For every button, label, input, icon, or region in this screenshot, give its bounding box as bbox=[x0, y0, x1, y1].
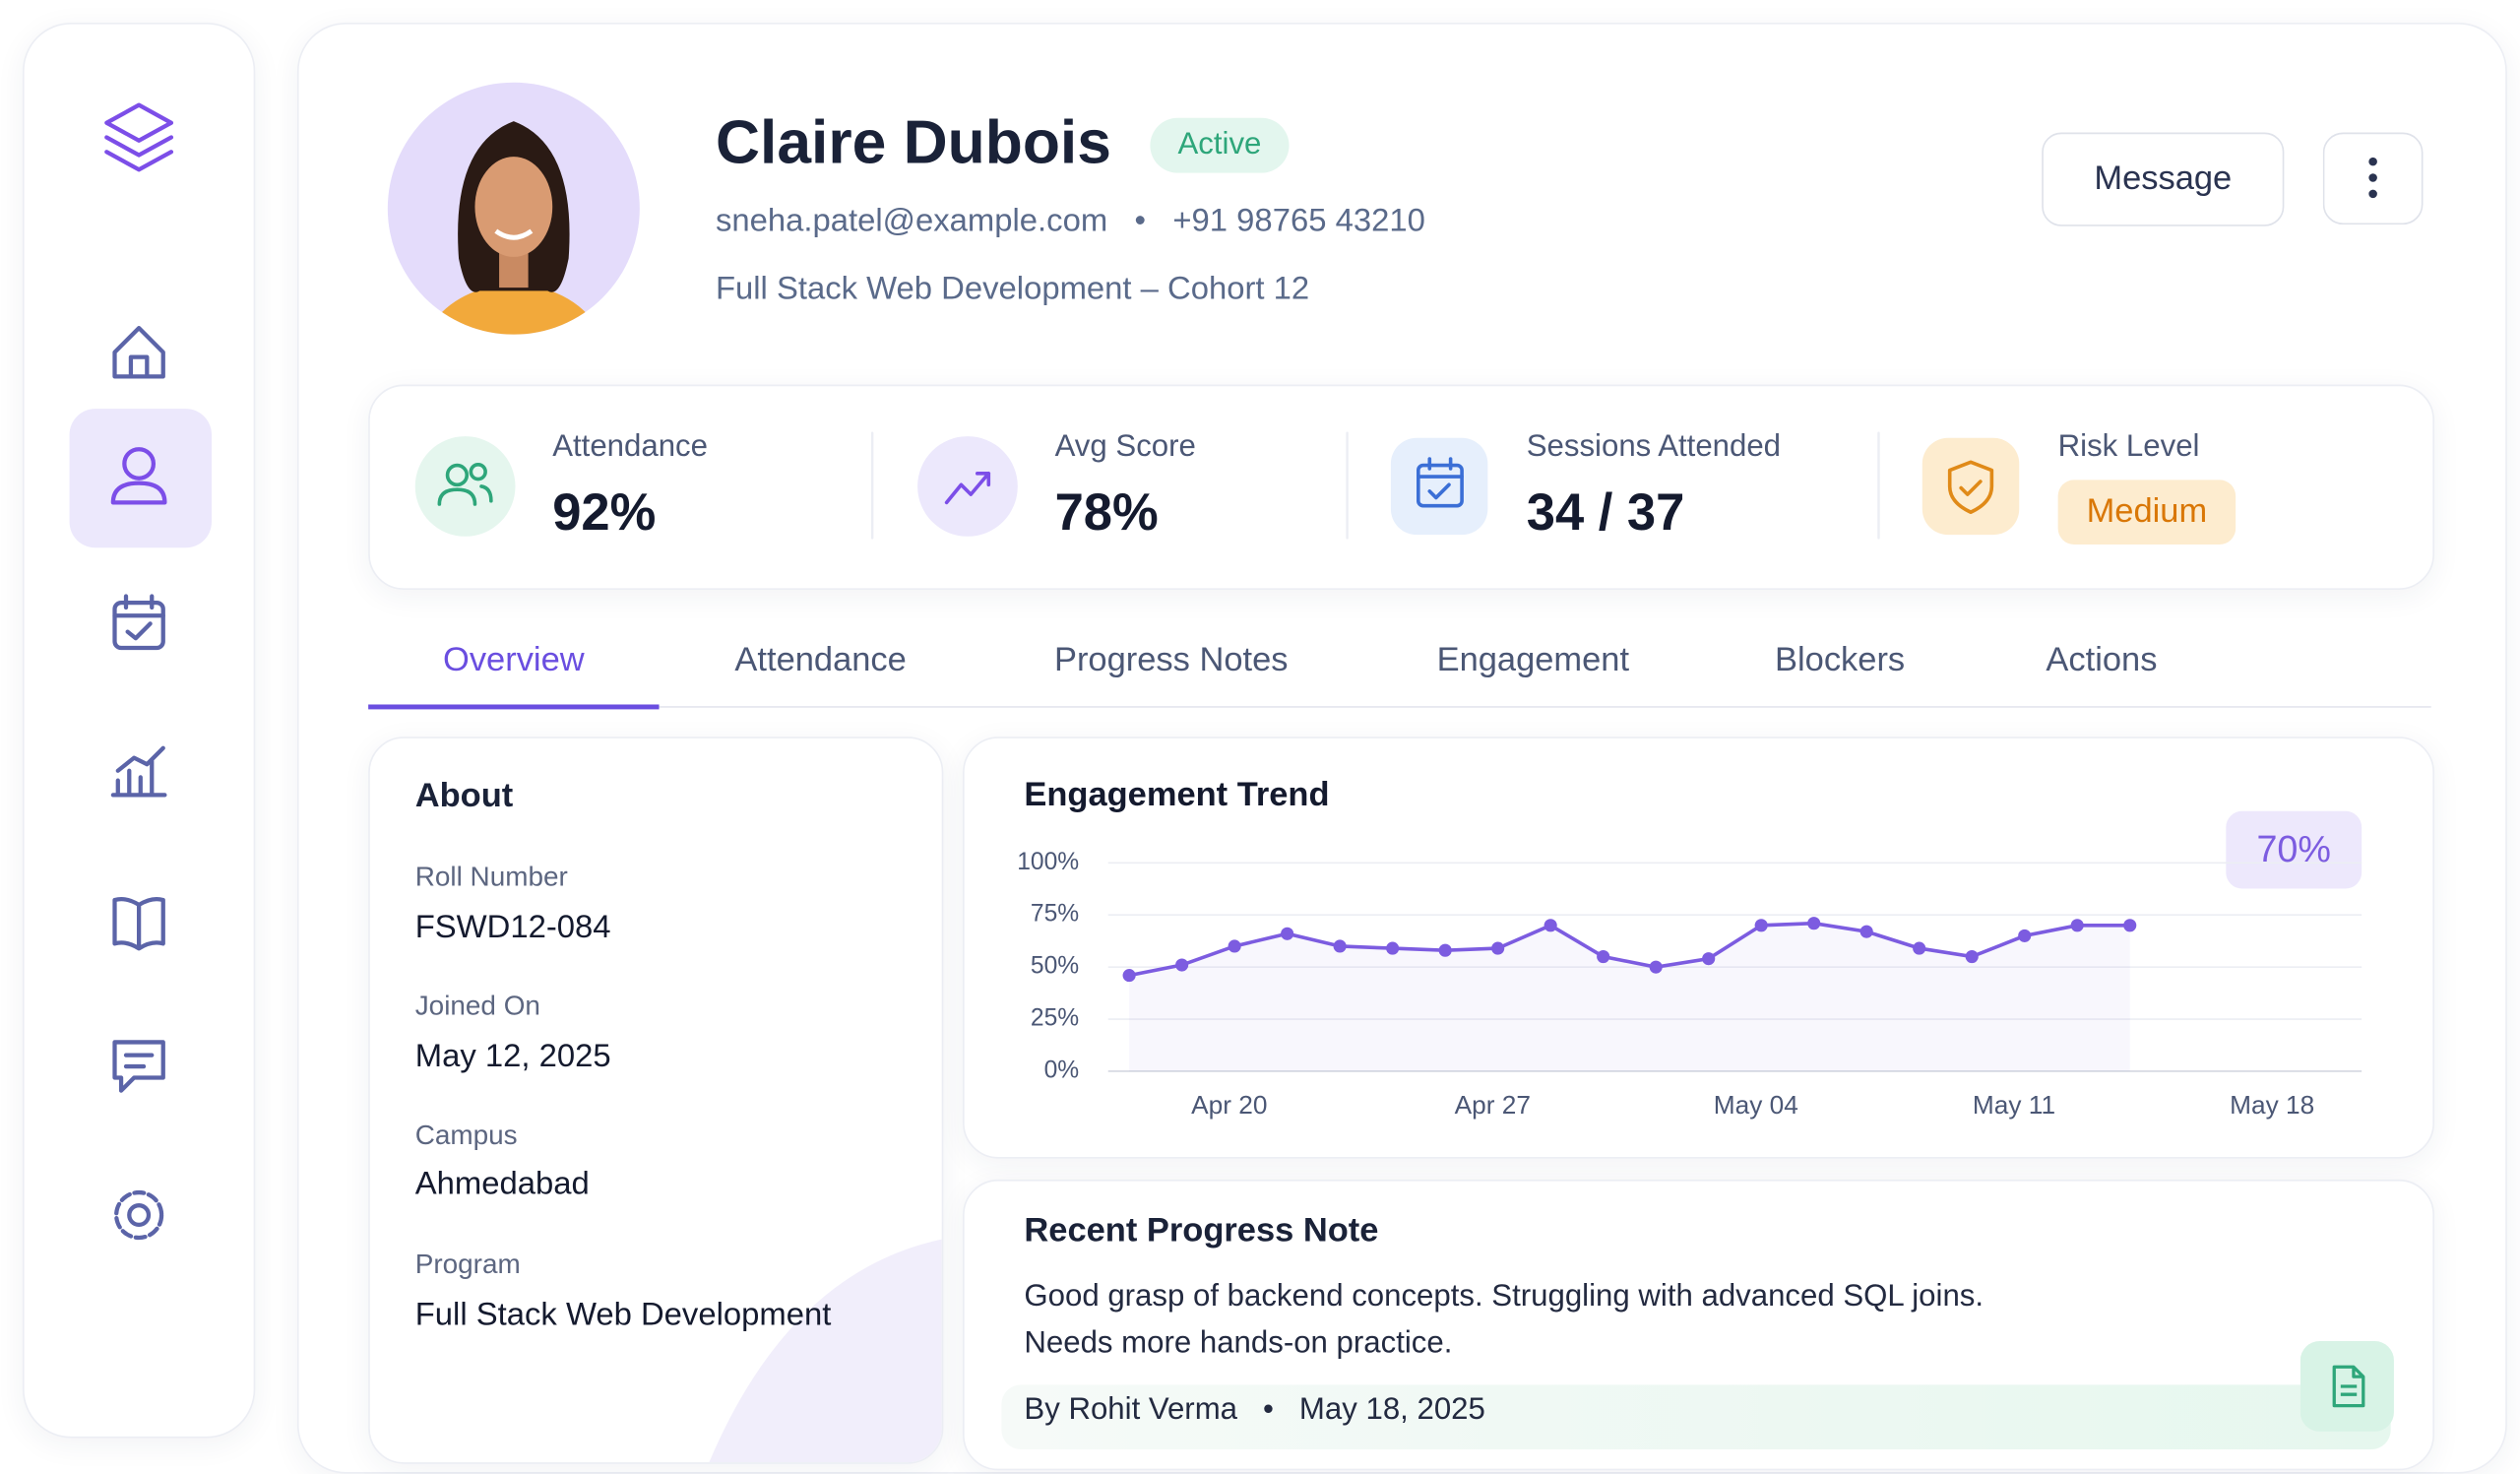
tab[interactable]: Engagement bbox=[1436, 641, 1630, 679]
chart-card bbox=[963, 737, 2434, 1159]
y-tick-label: 25% bbox=[1031, 1005, 1079, 1032]
data-point bbox=[1754, 919, 1768, 932]
field-label: Joined On bbox=[414, 990, 540, 1022]
chat-icon[interactable] bbox=[112, 1040, 165, 1093]
x-tick-label: May 18 bbox=[2230, 1090, 2314, 1120]
x-tick-label: Apr 20 bbox=[1191, 1090, 1267, 1120]
field-label: Program bbox=[414, 1249, 521, 1280]
data-point bbox=[1702, 952, 1716, 966]
profile-icon[interactable] bbox=[110, 447, 167, 505]
student-name: Claire Dubois bbox=[715, 109, 1111, 178]
series-line bbox=[1128, 921, 2130, 978]
stat-label: Attendance bbox=[552, 429, 708, 464]
data-point bbox=[2070, 919, 2084, 932]
field-value: Full Stack Web Development bbox=[414, 1297, 832, 1333]
field-value: May 12, 2025 bbox=[414, 1039, 611, 1075]
note-button[interactable] bbox=[2300, 1341, 2394, 1432]
stat-value: 92% bbox=[552, 482, 657, 542]
stat-label: Sessions Attended bbox=[1526, 429, 1782, 464]
avatar bbox=[387, 82, 640, 335]
x-tick-label: May 11 bbox=[1973, 1090, 2055, 1120]
settings-icon[interactable] bbox=[114, 1189, 164, 1241]
data-point bbox=[1333, 939, 1347, 953]
calendar-icon[interactable] bbox=[112, 594, 165, 651]
data-point bbox=[1122, 969, 1136, 983]
engagement-chart: Engagement Trend 70% 0%25%50%75%100%Apr … bbox=[1017, 776, 2362, 1120]
field-value: FSWD12-084 bbox=[414, 909, 611, 945]
field-label: Campus bbox=[414, 1120, 518, 1151]
sidebar bbox=[22, 22, 256, 1439]
data-point bbox=[1228, 939, 1241, 953]
tab[interactable]: Actions bbox=[2046, 641, 2158, 679]
sidebar-icons bbox=[69, 102, 212, 1241]
card-title: Recent Progress Note bbox=[1024, 1211, 1379, 1250]
stats-icons bbox=[414, 431, 2020, 540]
author: By Rohit Verma bbox=[1024, 1392, 1238, 1428]
x-tick-label: May 04 bbox=[1714, 1090, 1798, 1120]
tab[interactable]: Overview bbox=[443, 641, 585, 679]
x-tick-label: Apr 27 bbox=[1455, 1090, 1531, 1120]
email[interactable]: sneha.patel@example.com bbox=[715, 203, 1108, 239]
status-badge: Active bbox=[1150, 117, 1290, 173]
data-point bbox=[1438, 943, 1452, 957]
data-point bbox=[2018, 929, 2032, 942]
stat-label: Avg Score bbox=[1054, 429, 1196, 464]
chart-title: Engagement Trend bbox=[1024, 776, 1329, 813]
risk-badge: Medium bbox=[2057, 480, 2236, 545]
separator: • bbox=[1263, 1392, 1274, 1428]
data-point bbox=[1965, 949, 1979, 964]
line-area bbox=[1129, 923, 2130, 1071]
y-tick-label: 0% bbox=[1044, 1057, 1080, 1083]
y-tick-label: 75% bbox=[1031, 901, 1079, 928]
data-point bbox=[1281, 927, 1294, 940]
card-title: About bbox=[414, 777, 514, 815]
data-point bbox=[1807, 917, 1821, 930]
note-text: Needs more hands-on practice. bbox=[1024, 1326, 1453, 1361]
stat-value: 78% bbox=[1054, 482, 1159, 542]
note-text: Good grasp of backend concepts. Struggli… bbox=[1024, 1279, 1984, 1314]
tab-divider bbox=[368, 706, 2431, 708]
tab-underline bbox=[368, 704, 660, 710]
data-point bbox=[1913, 941, 1926, 955]
separator: • bbox=[1134, 203, 1147, 239]
program-line: Full Stack Web Development – Cohort 12 bbox=[715, 271, 1310, 307]
field-value: Ahmedabad bbox=[414, 1166, 590, 1202]
data-point bbox=[1597, 949, 1610, 964]
data-point bbox=[2123, 919, 2137, 932]
message-button[interactable]: Message bbox=[2042, 132, 2285, 226]
y-tick-label: 100% bbox=[1017, 849, 1079, 875]
tab[interactable]: Blockers bbox=[1775, 641, 1906, 679]
stat-label: Risk Level bbox=[2057, 429, 2200, 464]
home-icon[interactable] bbox=[112, 325, 165, 379]
note-meta: By Rohit Verma • May 18, 2025 bbox=[1024, 1393, 1484, 1429]
about-card bbox=[368, 737, 944, 1464]
data-point bbox=[1859, 925, 1873, 938]
book-icon[interactable] bbox=[112, 896, 165, 951]
data-point bbox=[1491, 941, 1505, 955]
more-button[interactable] bbox=[2322, 132, 2424, 225]
contact-line: sneha.patel@example.com • +91 98765 4321… bbox=[716, 204, 1425, 241]
field-label: Roll Number bbox=[414, 861, 568, 892]
tab[interactable]: Progress Notes bbox=[1053, 641, 1289, 679]
data-point bbox=[1649, 960, 1663, 974]
tab[interactable]: Attendance bbox=[734, 641, 907, 679]
y-tick-label: 50% bbox=[1031, 953, 1079, 980]
data-point bbox=[1175, 958, 1189, 972]
date: May 18, 2025 bbox=[1298, 1392, 1485, 1428]
logo bbox=[104, 102, 174, 172]
data-point bbox=[1544, 919, 1557, 932]
stat-value: 34 / 37 bbox=[1526, 482, 1685, 542]
analytics-icon[interactable] bbox=[110, 745, 167, 798]
data-point bbox=[1386, 941, 1400, 955]
current-badge-bg bbox=[2226, 810, 2362, 889]
decoration bbox=[709, 1239, 942, 1463]
note-footer-bg bbox=[1001, 1384, 2391, 1449]
phone: +91 98765 43210 bbox=[1172, 203, 1425, 239]
